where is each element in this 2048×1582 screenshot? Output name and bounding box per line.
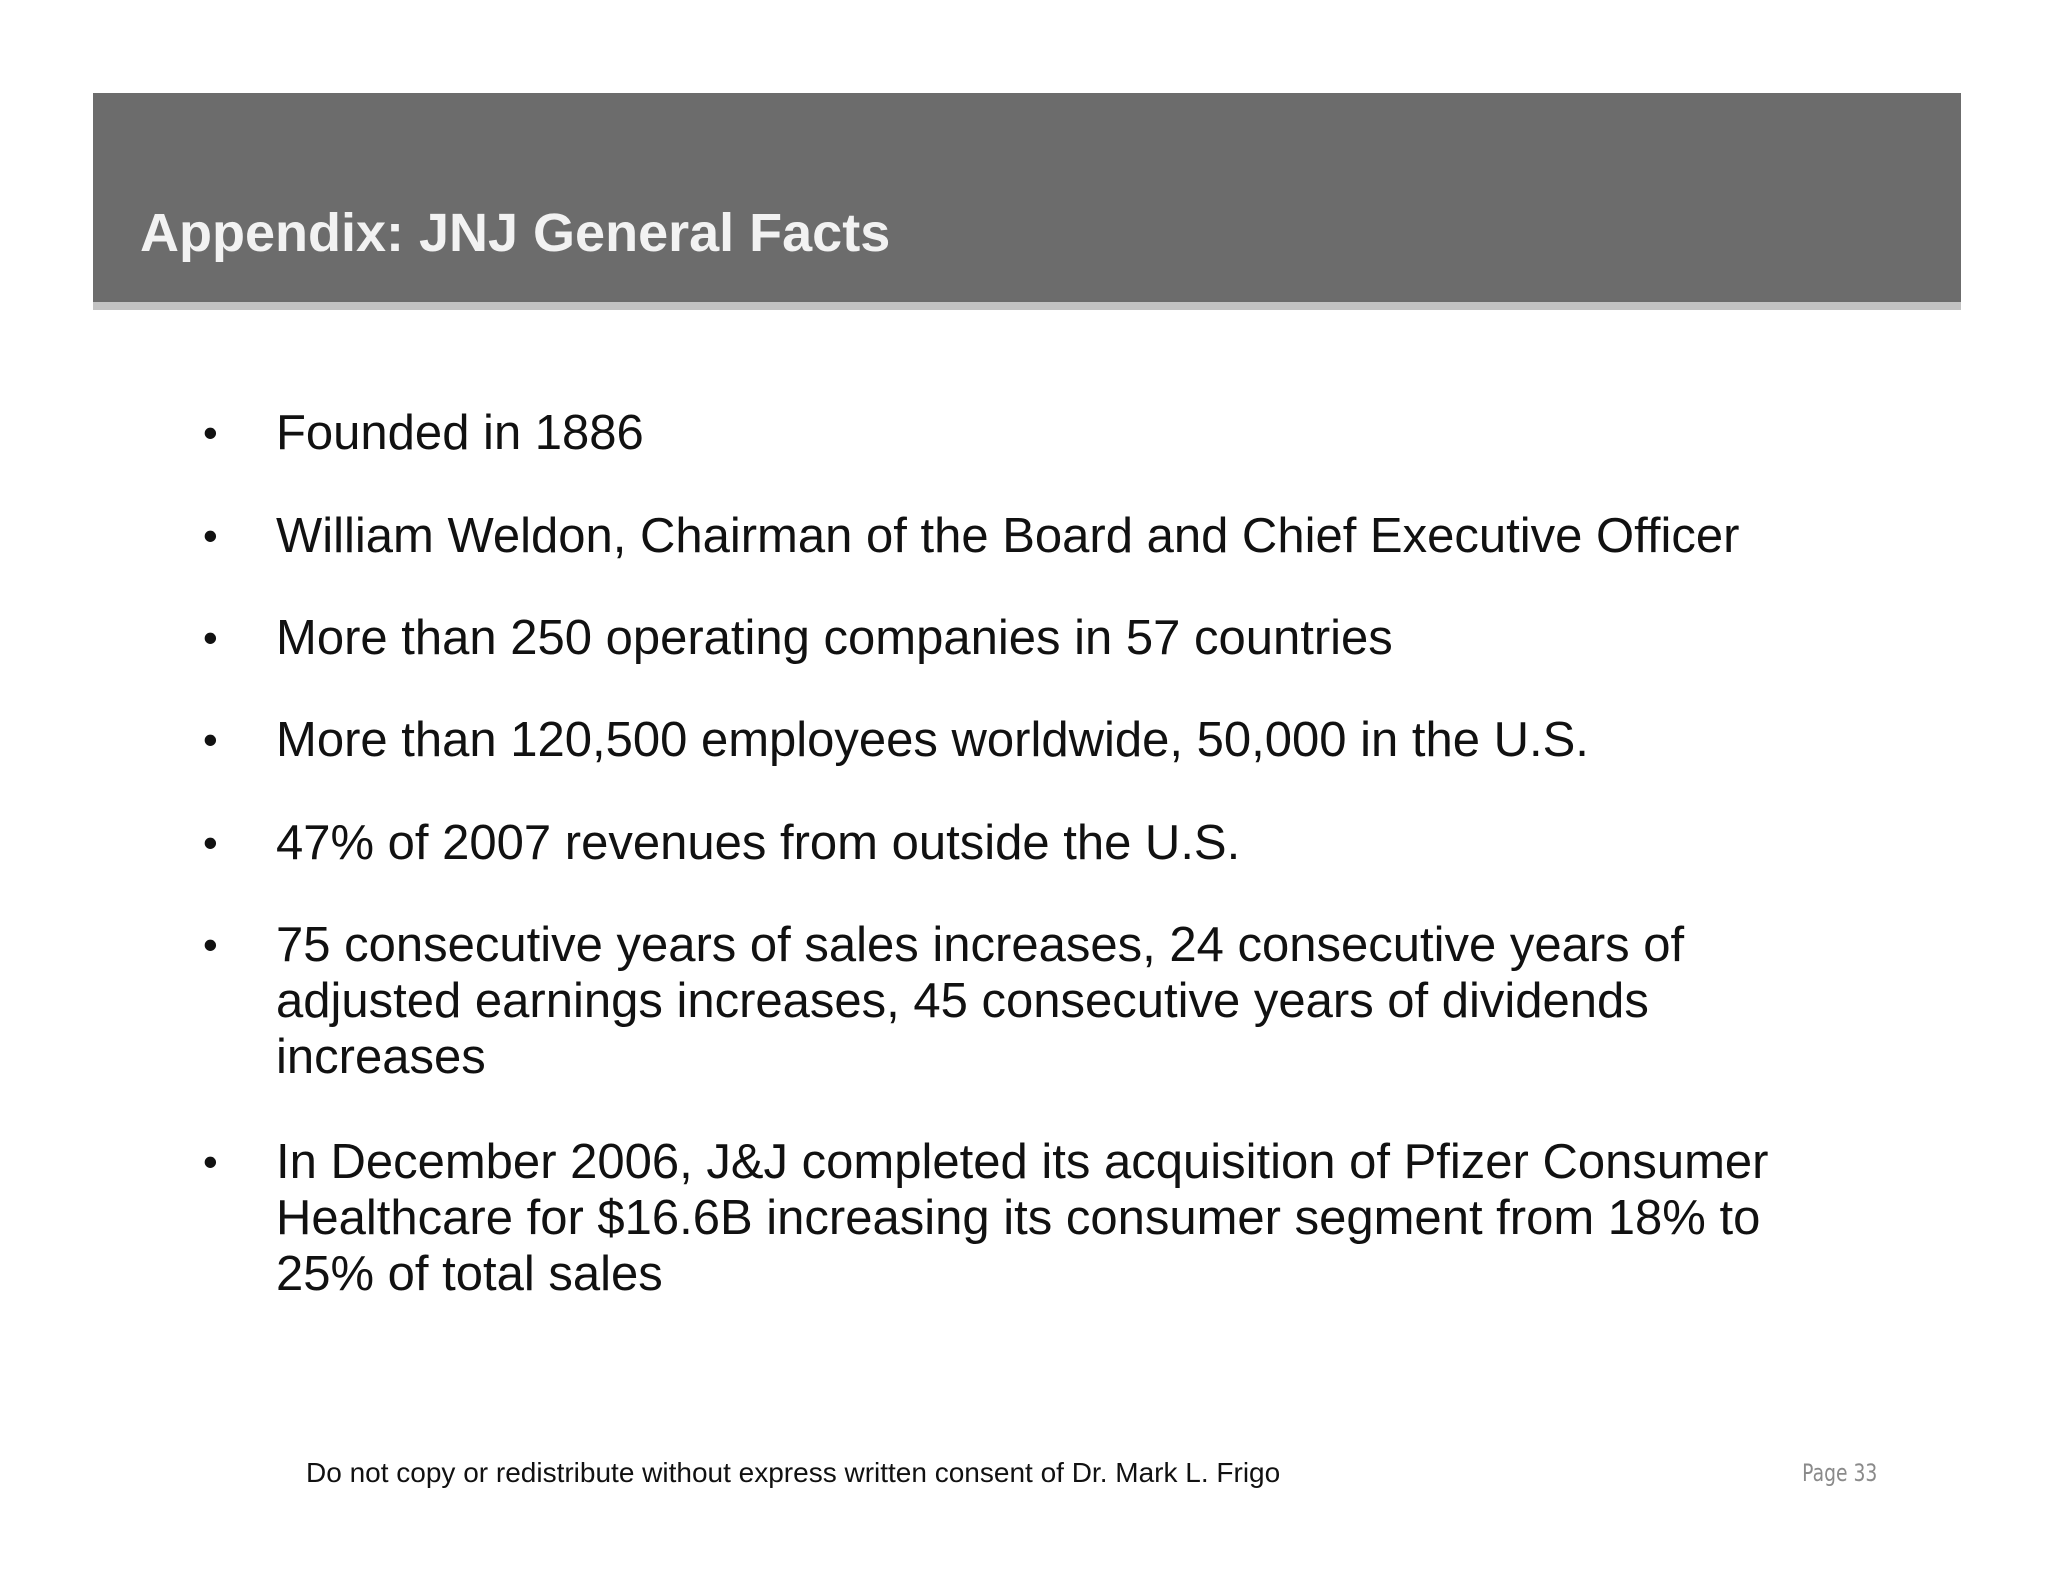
bullet-text: Founded in 1886 <box>276 406 644 460</box>
header-divider <box>93 302 1961 310</box>
bullet-text: William Weldon, Chairman of the Board an… <box>276 509 1740 563</box>
bullet-icon: • <box>203 716 218 763</box>
bullet-text: In December 2006, J&J completed its acqu… <box>276 1135 1769 1301</box>
bullet-icon: • <box>203 921 218 968</box>
bullet-text: 75 consecutive years of sales increases,… <box>276 918 1685 1084</box>
slide-title: Appendix: JNJ General Facts <box>140 203 891 263</box>
bullet-text: More than 250 operating companies in 57 … <box>276 611 1393 665</box>
page-number: Page 33 <box>1801 1459 1877 1487</box>
bullet-icon: • <box>203 614 218 661</box>
bullet-icon: • <box>203 819 218 866</box>
copyright-notice: Do not copy or redistribute without expr… <box>306 1457 1281 1488</box>
bullet-icon: • <box>203 409 218 456</box>
bullet-text: More than 120,500 employees worldwide, 5… <box>276 713 1589 767</box>
bullet-icon: • <box>203 512 218 559</box>
bullet-text: 47% of 2007 revenues from outside the U.… <box>276 816 1241 870</box>
header-bar <box>93 93 1961 302</box>
bullet-icon: • <box>203 1138 218 1185</box>
